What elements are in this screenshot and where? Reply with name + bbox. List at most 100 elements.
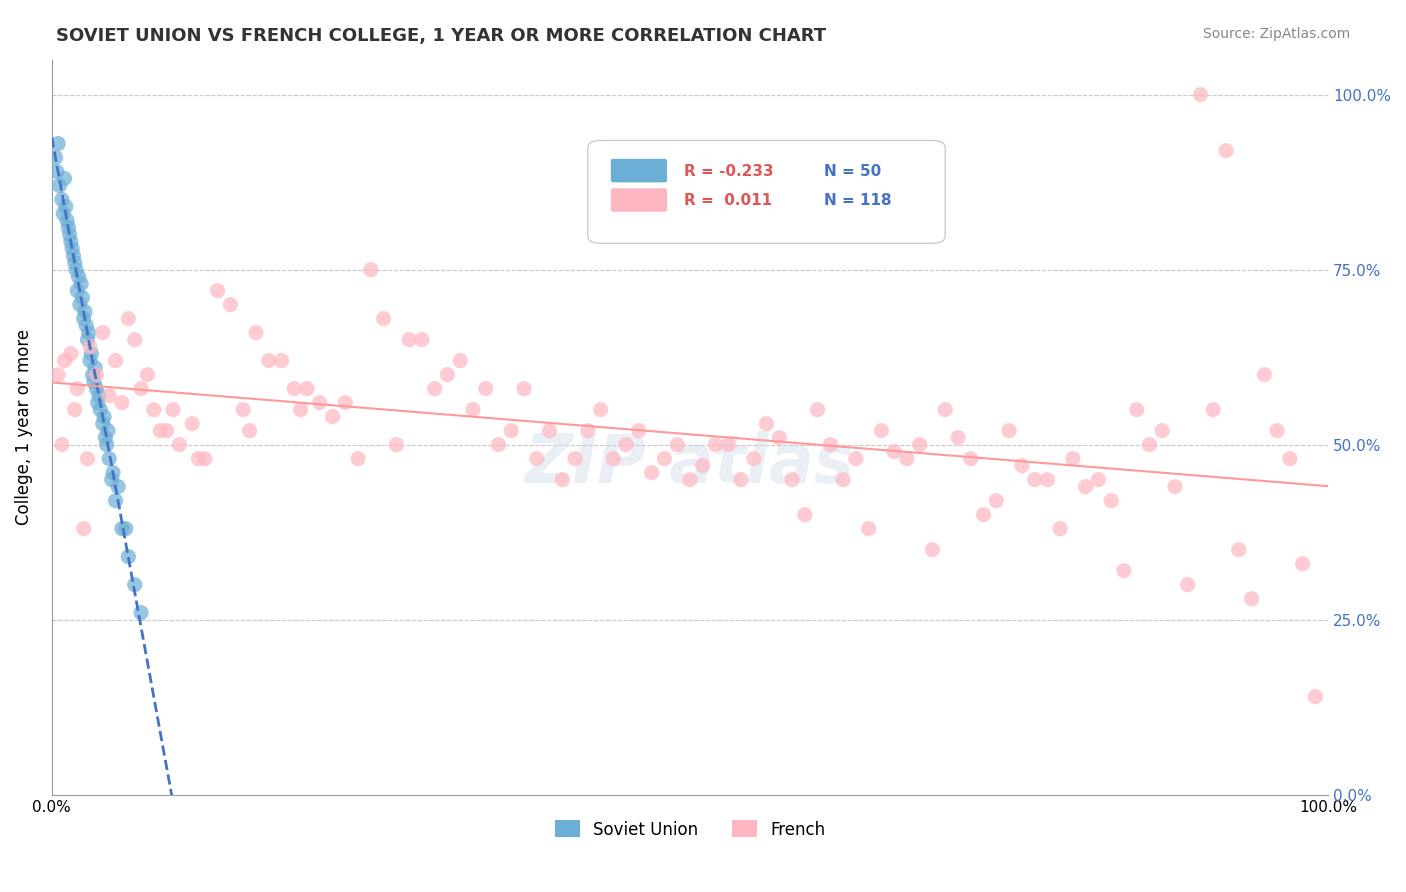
Point [308, 395, 330, 409]
Point [1177, 577, 1199, 591]
Point [742, 451, 765, 466]
Point [513, 382, 536, 396]
Point [58, 220, 80, 235]
Point [858, 522, 880, 536]
Point [73, 522, 96, 536]
Point [704, 437, 727, 451]
Point [80, 346, 103, 360]
Text: R =  0.011: R = 0.011 [683, 194, 772, 208]
Point [149, 424, 172, 438]
Y-axis label: College, 1 year or more: College, 1 year or more [15, 329, 32, 525]
Point [411, 333, 433, 347]
Point [1227, 542, 1250, 557]
Point [129, 382, 152, 396]
Point [87, 389, 110, 403]
Point [1074, 480, 1097, 494]
Point [245, 326, 267, 340]
Point [998, 424, 1021, 438]
Point [45, 164, 67, 178]
Point [973, 508, 995, 522]
Point [98, 389, 121, 403]
Point [97, 424, 120, 438]
Point [820, 437, 842, 451]
Point [896, 451, 918, 466]
Point [91, 417, 114, 431]
Point [75, 318, 97, 333]
Point [360, 262, 382, 277]
Point [934, 402, 956, 417]
Point [96, 437, 118, 451]
Point [98, 451, 121, 466]
Point [59, 235, 82, 249]
Point [845, 451, 868, 466]
Point [65, 262, 87, 277]
Point [136, 368, 159, 382]
Point [51, 193, 73, 207]
Point [232, 402, 254, 417]
Point [67, 269, 90, 284]
FancyBboxPatch shape [610, 188, 666, 211]
Point [72, 291, 94, 305]
Point [436, 368, 458, 382]
Point [124, 577, 146, 591]
Point [1036, 473, 1059, 487]
Point [73, 304, 96, 318]
Point [1087, 473, 1109, 487]
Point [883, 444, 905, 458]
Point [551, 473, 574, 487]
Point [398, 333, 420, 347]
Point [1164, 480, 1187, 494]
Point [82, 368, 104, 382]
Point [86, 368, 108, 382]
Point [449, 353, 471, 368]
Point [474, 382, 496, 396]
Point [768, 431, 790, 445]
Point [501, 424, 523, 438]
Point [91, 326, 114, 340]
Point [219, 298, 242, 312]
Point [1305, 690, 1327, 704]
Point [114, 522, 136, 536]
Point [79, 353, 101, 368]
Text: R = -0.233: R = -0.233 [683, 164, 773, 178]
Point [717, 437, 740, 451]
Point [53, 353, 76, 368]
Point [66, 284, 89, 298]
Point [117, 549, 139, 564]
Point [780, 473, 803, 487]
Point [239, 424, 262, 438]
Point [1062, 451, 1084, 466]
Point [62, 249, 84, 263]
Point [101, 466, 124, 480]
Point [461, 402, 484, 417]
Point [162, 402, 184, 417]
Point [194, 451, 217, 466]
Point [1139, 437, 1161, 451]
Point [1265, 424, 1288, 438]
Point [1049, 522, 1071, 536]
Point [60, 242, 83, 256]
Point [76, 333, 98, 347]
Text: SOVIET UNION VS FRENCH COLLEGE, 1 YEAR OR MORE CORRELATION CHART: SOVIET UNION VS FRENCH COLLEGE, 1 YEAR O… [56, 27, 827, 45]
Legend: Soviet Union, French: Soviet Union, French [548, 814, 832, 846]
Point [51, 437, 73, 451]
Point [124, 333, 146, 347]
Point [52, 206, 75, 220]
Point [111, 395, 134, 409]
Point [538, 424, 561, 438]
Point [1189, 87, 1212, 102]
Point [55, 200, 77, 214]
Point [755, 417, 778, 431]
Point [1011, 458, 1033, 473]
Text: N = 118: N = 118 [824, 194, 891, 208]
Point [488, 437, 510, 451]
Point [385, 437, 408, 451]
Point [870, 424, 893, 438]
Point [806, 402, 828, 417]
Point [69, 298, 91, 312]
Point [322, 409, 344, 424]
Point [45, 151, 67, 165]
Point [100, 473, 122, 487]
Point [564, 451, 586, 466]
Point [627, 424, 650, 438]
